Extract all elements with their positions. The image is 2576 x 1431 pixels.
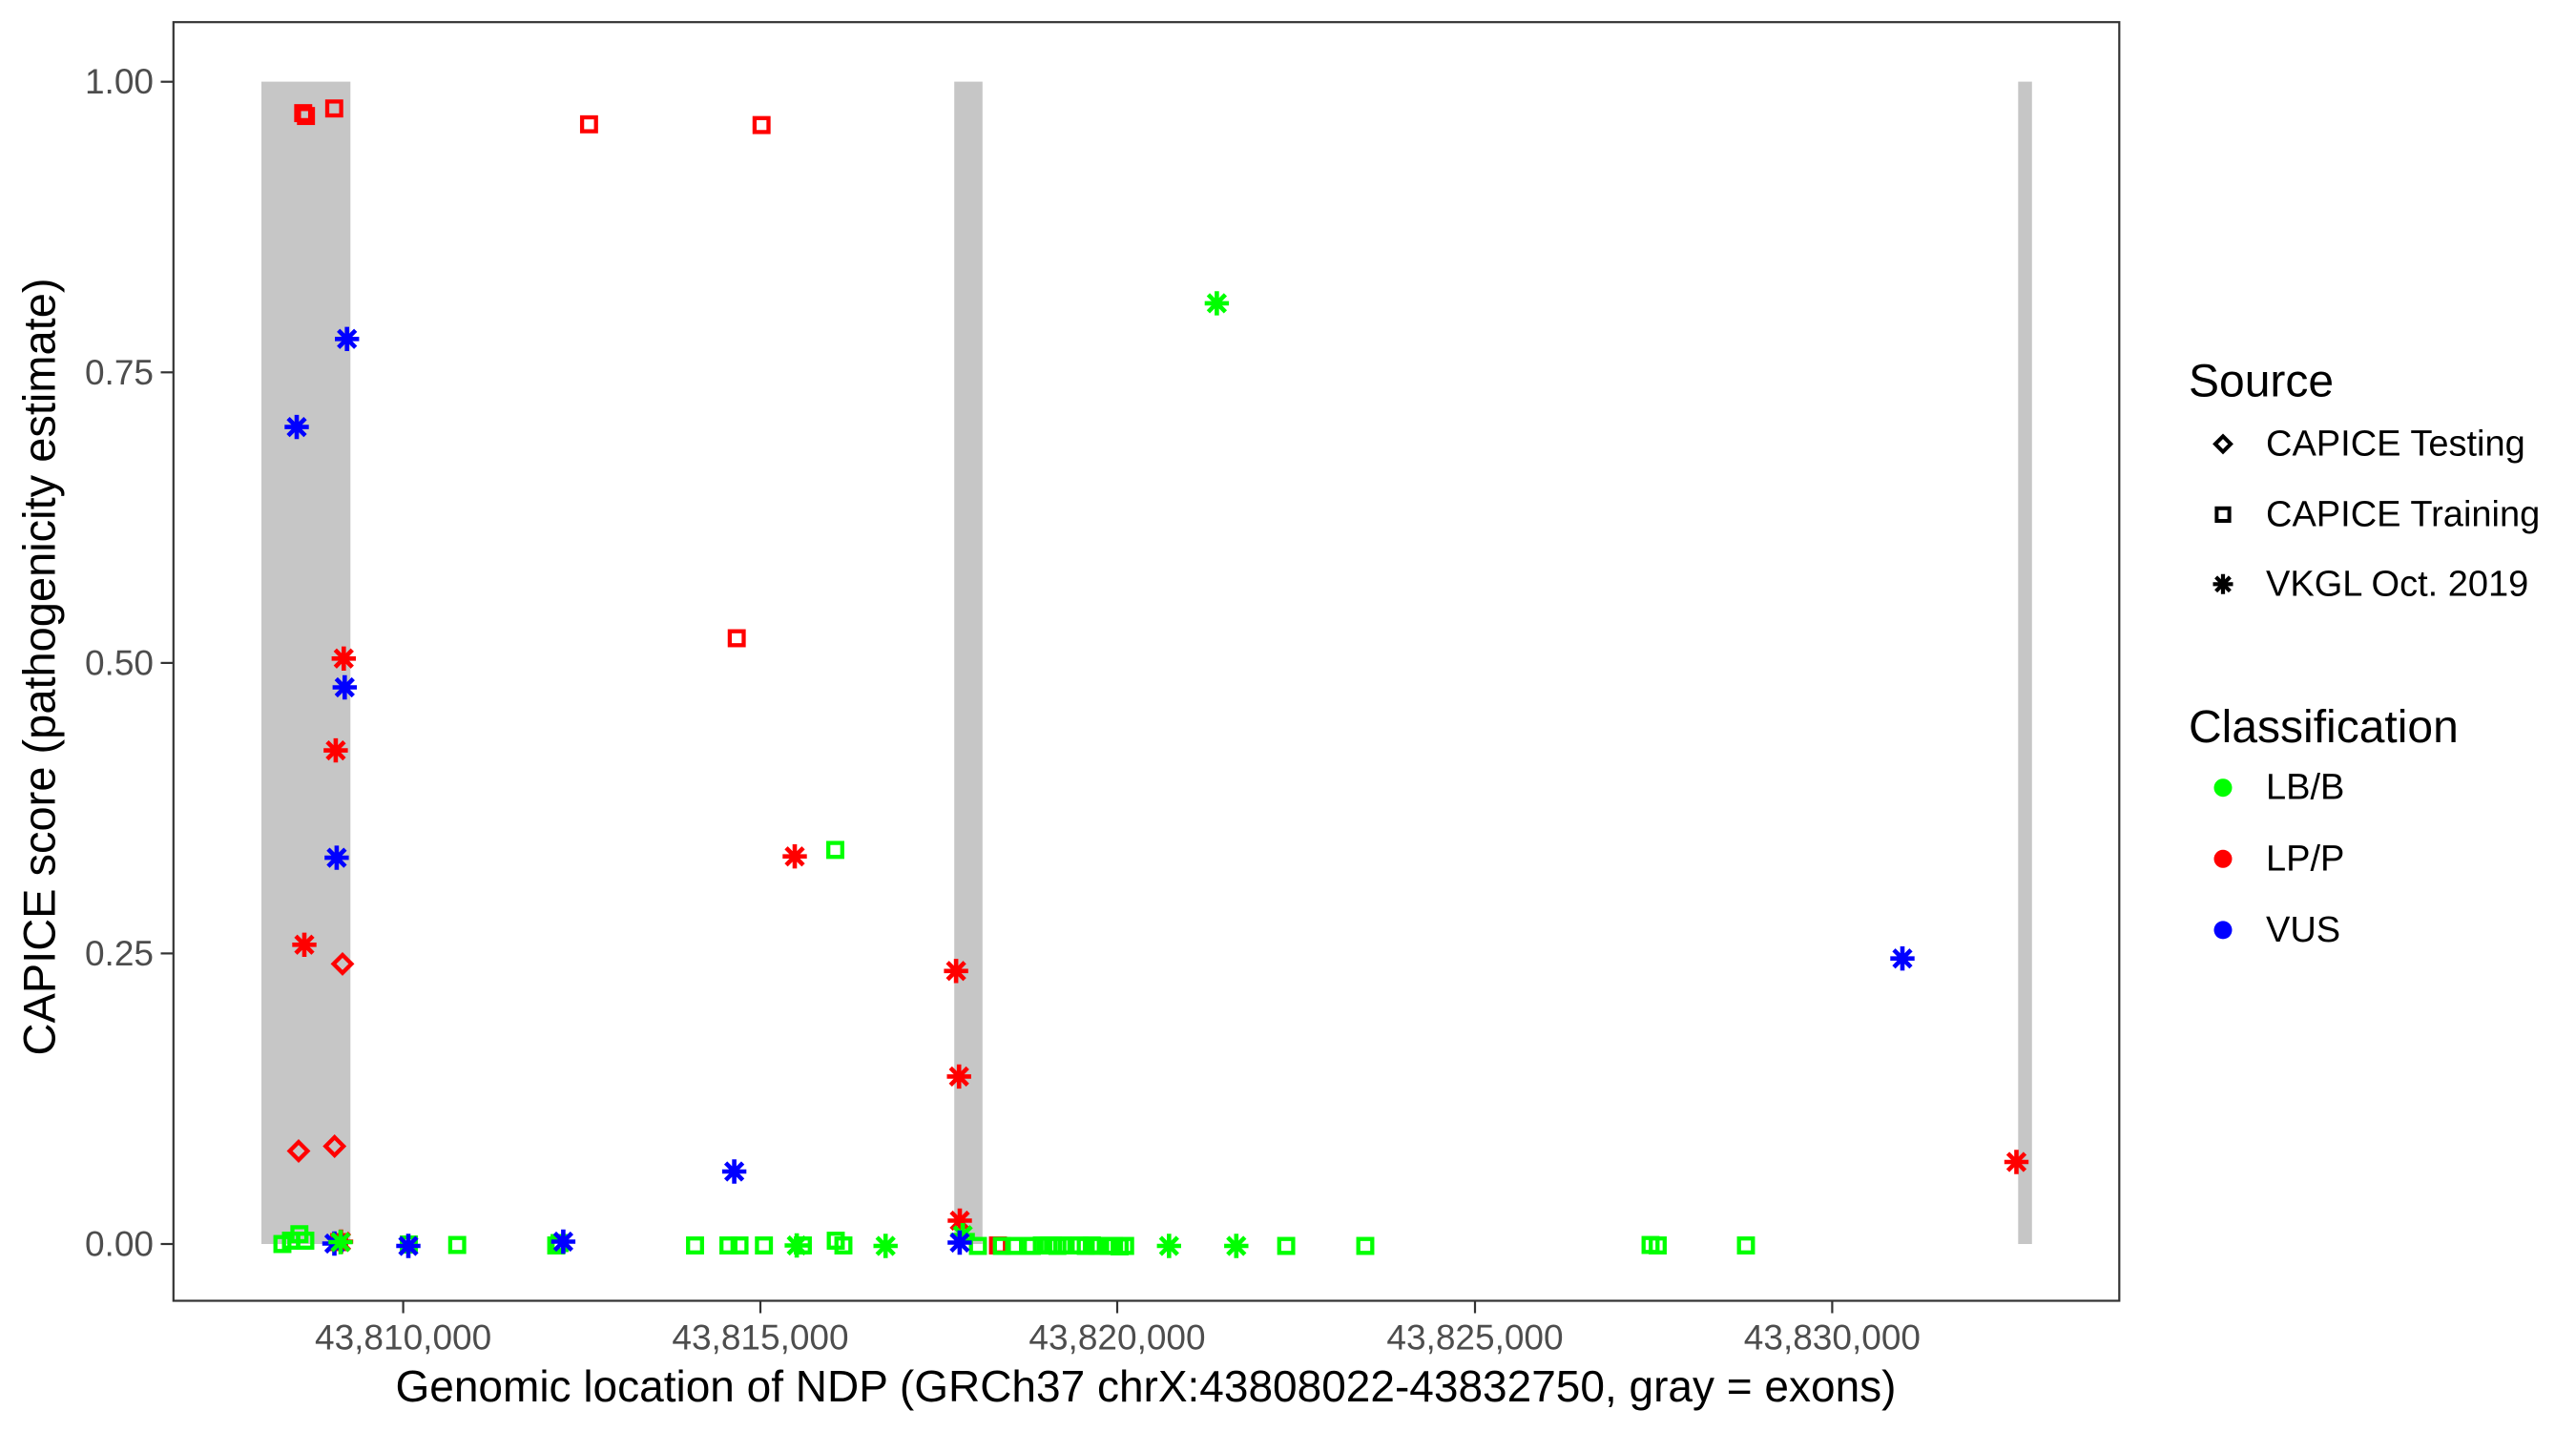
svg-text:Genomic location of NDP (GRCh3: Genomic location of NDP (GRCh37 chrX:438… xyxy=(395,1361,1896,1411)
svg-text:43,820,000: 43,820,000 xyxy=(1028,1318,1205,1358)
svg-text:0.75: 0.75 xyxy=(85,353,154,392)
svg-text:43,815,000: 43,815,000 xyxy=(672,1318,848,1358)
svg-text:Classification: Classification xyxy=(2189,702,2459,753)
svg-text:LP/P: LP/P xyxy=(2266,839,2344,879)
svg-text:43,825,000: 43,825,000 xyxy=(1386,1318,1563,1358)
svg-text:43,830,000: 43,830,000 xyxy=(1744,1318,1921,1358)
svg-text:LB/B: LB/B xyxy=(2266,768,2344,808)
svg-text:1.00: 1.00 xyxy=(85,62,154,101)
svg-text:0.00: 0.00 xyxy=(85,1225,154,1264)
svg-text:VKGL Oct. 2019: VKGL Oct. 2019 xyxy=(2266,564,2528,604)
svg-text:CAPICE Training: CAPICE Training xyxy=(2266,494,2540,534)
svg-text:CAPICE Testing: CAPICE Testing xyxy=(2266,424,2525,464)
svg-text:CAPICE score (pathogenicity es: CAPICE score (pathogenicity estimate) xyxy=(14,279,65,1056)
svg-text:Source: Source xyxy=(2189,357,2334,407)
svg-text:0.25: 0.25 xyxy=(85,934,154,973)
svg-text:0.50: 0.50 xyxy=(85,643,154,682)
svg-text:43,810,000: 43,810,000 xyxy=(315,1318,491,1358)
svg-text:VUS: VUS xyxy=(2266,910,2340,950)
